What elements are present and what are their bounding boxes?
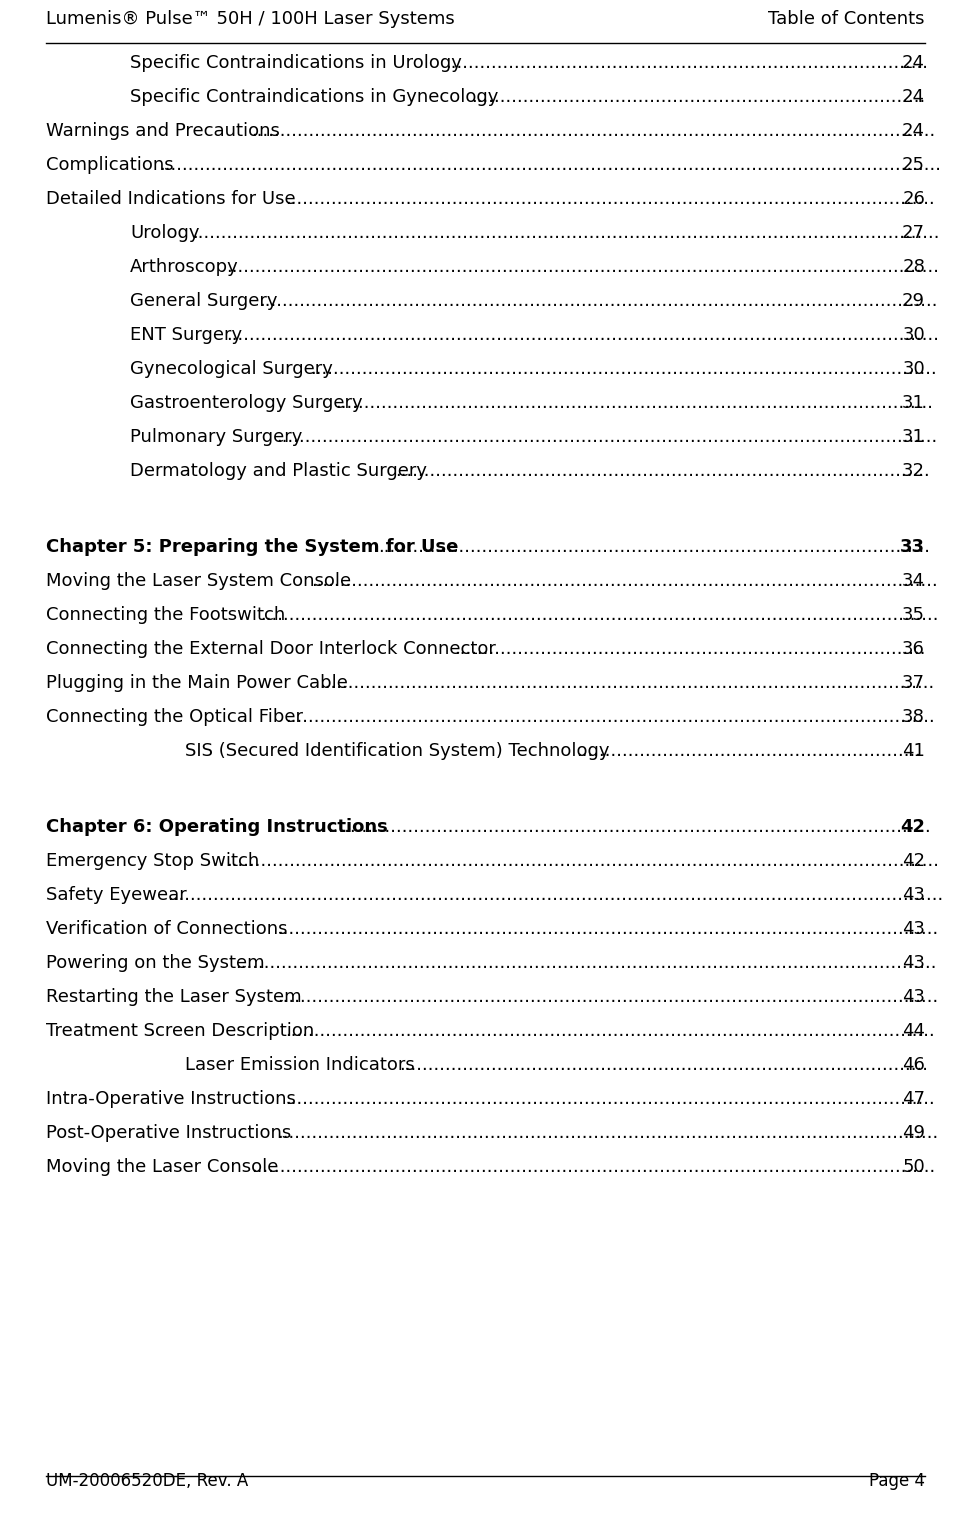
Text: 32: 32 — [902, 461, 925, 480]
Text: ...............................................................................: ........................................… — [471, 88, 925, 106]
Text: ................................................................................: ........................................… — [227, 852, 939, 870]
Text: ................................................................................: ........................................… — [311, 360, 937, 378]
Text: Dermatology and Plastic Surgery: Dermatology and Plastic Surgery — [130, 461, 427, 480]
Text: 26: 26 — [902, 190, 925, 208]
Text: ................................................................................: ........................................… — [158, 156, 941, 175]
Text: 24: 24 — [902, 88, 925, 106]
Text: 24: 24 — [902, 121, 925, 140]
Text: 34: 34 — [902, 572, 925, 591]
Text: ................................................................................: ........................................… — [285, 707, 935, 726]
Text: ................................................................................: ........................................… — [276, 988, 938, 1006]
Text: Arthroscopy: Arthroscopy — [130, 258, 238, 276]
Text: 50: 50 — [902, 1158, 925, 1176]
Text: Intra-Operative Instructions: Intra-Operative Instructions — [46, 1090, 296, 1108]
Text: Urology: Urology — [130, 225, 199, 241]
Text: ................................................................................: ........................................… — [260, 606, 939, 624]
Text: Powering on the System: Powering on the System — [46, 953, 265, 972]
Text: Chapter 6: Operating Instructions: Chapter 6: Operating Instructions — [46, 818, 388, 836]
Text: ................................................................................: ........................................… — [378, 537, 930, 556]
Text: ................................................................................: ........................................… — [252, 121, 936, 140]
Text: Pulmonary Surgery: Pulmonary Surgery — [130, 428, 302, 446]
Text: ................................................................................: ........................................… — [276, 920, 938, 938]
Text: 49: 49 — [902, 1123, 925, 1142]
Text: Specific Contraindications in Urology: Specific Contraindications in Urology — [130, 55, 462, 71]
Text: ................................................................................: ........................................… — [285, 1022, 935, 1040]
Text: Post-Operative Instructions: Post-Operative Instructions — [46, 1123, 291, 1142]
Text: ................................................................................: ........................................… — [276, 1123, 938, 1142]
Text: ................................................................................: ........................................… — [234, 953, 936, 972]
Text: Plugging in the Main Power Cable: Plugging in the Main Power Cable — [46, 674, 348, 692]
Text: Table of Contents: Table of Contents — [769, 11, 925, 27]
Text: Laser Emission Indicators: Laser Emission Indicators — [185, 1057, 415, 1075]
Text: 31: 31 — [902, 395, 925, 411]
Text: 31: 31 — [902, 428, 925, 446]
Text: 36: 36 — [902, 641, 925, 657]
Text: 46: 46 — [902, 1057, 925, 1075]
Text: ............................................................: ........................................… — [576, 742, 921, 761]
Text: ................................................................................: ........................................… — [311, 572, 937, 591]
Text: 25: 25 — [902, 156, 925, 175]
Text: Treatment Screen Description: Treatment Screen Description — [46, 1022, 315, 1040]
Text: Chapter 5: Preparing the System for Use: Chapter 5: Preparing the System for Use — [46, 537, 458, 556]
Text: 33: 33 — [900, 537, 925, 556]
Text: ................................................................................: ........................................… — [252, 1158, 936, 1176]
Text: Lumenis® Pulse™ 50H / 100H Laser Systems: Lumenis® Pulse™ 50H / 100H Laser Systems — [46, 11, 454, 27]
Text: ................................................................................: ........................................… — [446, 55, 928, 71]
Text: Safety Eyewear: Safety Eyewear — [46, 887, 187, 905]
Text: ................................................................................: ........................................… — [167, 887, 944, 905]
Text: Connecting the External Door Interlock Connector: Connecting the External Door Interlock C… — [46, 641, 496, 657]
Text: 43: 43 — [902, 920, 925, 938]
Text: ENT Surgery: ENT Surgery — [130, 326, 242, 345]
Text: ................................................................................: ........................................… — [192, 225, 940, 241]
Text: Moving the Laser Console: Moving the Laser Console — [46, 1158, 278, 1176]
Text: Connecting the Footswitch: Connecting the Footswitch — [46, 606, 285, 624]
Text: 42: 42 — [900, 818, 925, 836]
Text: ................................................................................: ........................................… — [285, 1090, 935, 1108]
Text: Connecting the Optical Fiber: Connecting the Optical Fiber — [46, 707, 303, 726]
Text: Emergency Stop Switch: Emergency Stop Switch — [46, 852, 259, 870]
Text: ................................................................................: ........................................… — [335, 395, 934, 411]
Text: SIS (Secured Identification System) Technology: SIS (Secured Identification System) Tech… — [185, 742, 610, 761]
Text: 38: 38 — [902, 707, 925, 726]
Text: 42: 42 — [902, 852, 925, 870]
Text: Verification of Connections: Verification of Connections — [46, 920, 287, 938]
Text: 43: 43 — [902, 988, 925, 1006]
Text: Gynecological Surgery: Gynecological Surgery — [130, 360, 333, 378]
Text: 28: 28 — [902, 258, 925, 276]
Text: ................................................................................: ........................................… — [276, 428, 938, 446]
Text: 43: 43 — [902, 953, 925, 972]
Text: Gastroenterology Surgery: Gastroenterology Surgery — [130, 395, 362, 411]
Text: UM-20006520DE, Rev. A: UM-20006520DE, Rev. A — [46, 1472, 248, 1491]
Text: ................................................................................: ........................................… — [399, 1057, 928, 1075]
Text: ................................................................................: ........................................… — [395, 461, 929, 480]
Text: 29: 29 — [902, 291, 925, 310]
Text: Complications: Complications — [46, 156, 174, 175]
Text: 35: 35 — [902, 606, 925, 624]
Text: General Surgery: General Surgery — [130, 291, 277, 310]
Text: 27: 27 — [902, 225, 925, 241]
Text: 47: 47 — [902, 1090, 925, 1108]
Text: 30: 30 — [902, 360, 925, 378]
Text: ................................................................................: ........................................… — [226, 258, 939, 276]
Text: ................................................................................: ........................................… — [327, 818, 931, 836]
Text: ................................................................................: ........................................… — [454, 641, 925, 657]
Text: 43: 43 — [902, 887, 925, 905]
Text: Moving the Laser System Console: Moving the Laser System Console — [46, 572, 351, 591]
Text: Detailed Indications for Use: Detailed Indications for Use — [46, 190, 296, 208]
Text: 41: 41 — [902, 742, 925, 761]
Text: ................................................................................: ........................................… — [226, 326, 939, 345]
Text: 44: 44 — [902, 1022, 925, 1040]
Text: Specific Contraindications in Gynecology: Specific Contraindications in Gynecology — [130, 88, 498, 106]
Text: Warnings and Precautions: Warnings and Precautions — [46, 121, 279, 140]
Text: 30: 30 — [902, 326, 925, 345]
Text: ................................................................................: ........................................… — [319, 674, 934, 692]
Text: 37: 37 — [902, 674, 925, 692]
Text: ................................................................................: ........................................… — [285, 190, 935, 208]
Text: Restarting the Laser System: Restarting the Laser System — [46, 988, 302, 1006]
Text: 24: 24 — [902, 55, 925, 71]
Text: ................................................................................: ........................................… — [260, 291, 938, 310]
Text: Page 4: Page 4 — [869, 1472, 925, 1491]
